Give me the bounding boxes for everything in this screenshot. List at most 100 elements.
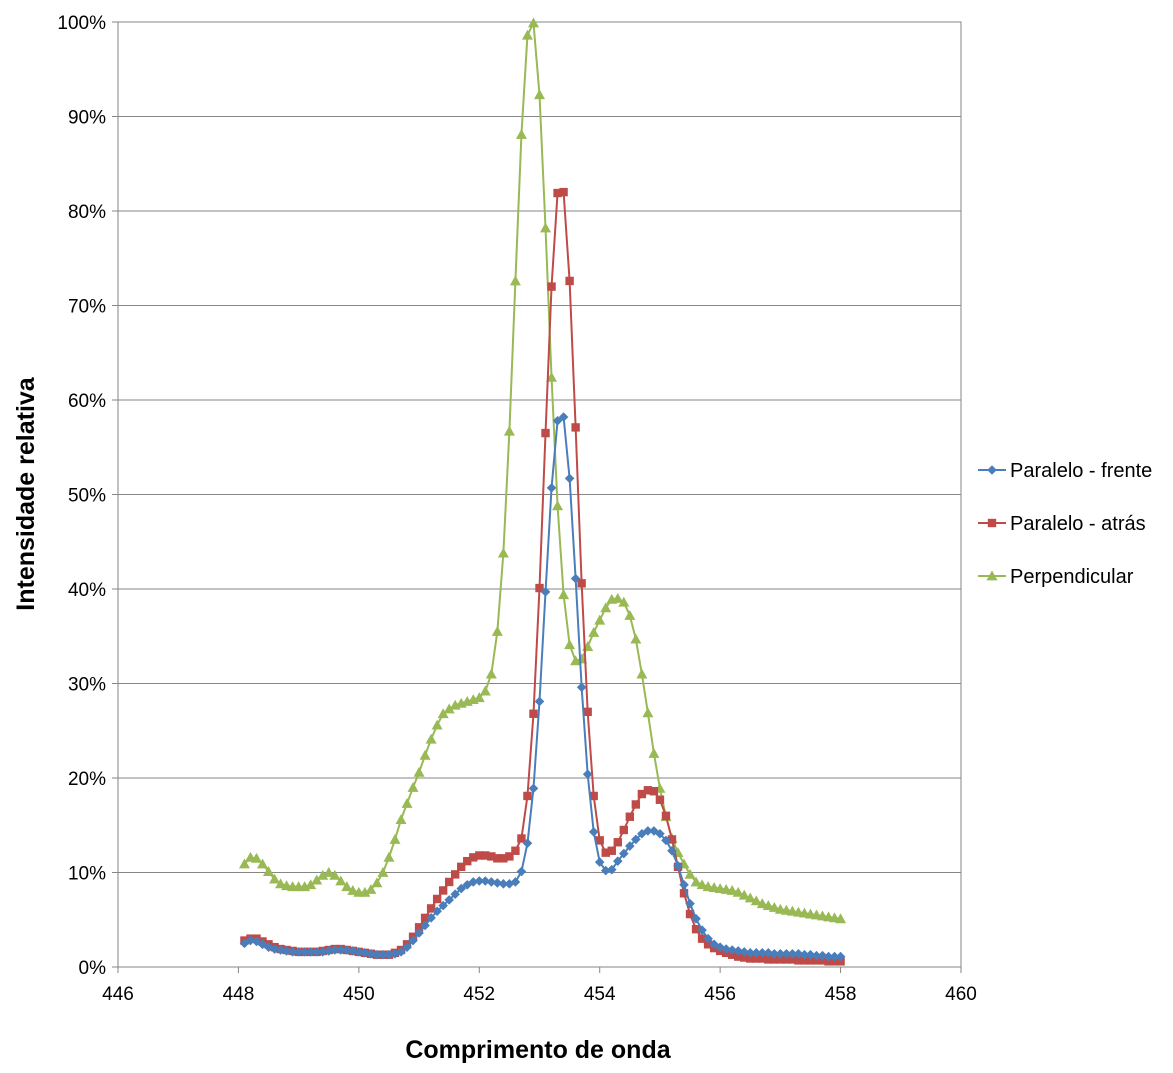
data-point: [685, 898, 695, 909]
data-point: [534, 696, 545, 707]
data-point: [317, 947, 328, 957]
data-point: [636, 668, 648, 679]
data-point: [395, 814, 407, 824]
data-point: [594, 614, 606, 625]
data-point: [342, 945, 352, 955]
data-point: [565, 276, 574, 286]
data-point: [738, 889, 750, 900]
y-tick-label: 60%: [68, 391, 106, 412]
data-point: [697, 925, 707, 935]
data-point: [606, 864, 617, 875]
legend-item: Paralelo - frente: [978, 460, 1152, 482]
data-point: [758, 954, 767, 963]
data-point: [601, 848, 610, 857]
data-point: [564, 473, 575, 484]
data-point: [643, 786, 653, 795]
data-point: [486, 877, 497, 887]
data-point: [498, 879, 509, 889]
data-point: [764, 955, 773, 964]
data-point: [612, 592, 624, 603]
data-point: [679, 889, 689, 898]
data-point: [625, 841, 635, 851]
data-point: [726, 884, 738, 895]
data-point: [523, 791, 532, 801]
data-point: [329, 869, 341, 880]
data-point: [559, 187, 568, 197]
data-point: [756, 898, 768, 909]
y-axis-title: Intensidade relativa: [12, 376, 40, 611]
data-point: [624, 609, 636, 620]
data-point: [781, 948, 792, 959]
series-group: [238, 17, 847, 966]
data-point: [481, 851, 490, 860]
data-point: [691, 914, 701, 924]
x-tick-label: 448: [223, 984, 255, 1005]
data-point: [762, 900, 774, 910]
data-point: [414, 928, 424, 938]
data-point: [383, 851, 395, 862]
data-point: [661, 811, 671, 820]
data-point: [703, 933, 713, 944]
legend-item: Perpendicular: [978, 566, 1134, 588]
data-point: [457, 862, 466, 872]
data-point: [323, 946, 334, 956]
data-point: [768, 901, 780, 912]
data-point: [516, 866, 527, 877]
data-point: [305, 879, 317, 890]
data-point: [269, 944, 280, 954]
y-tick-label: 50%: [68, 486, 106, 507]
data-point: [402, 942, 412, 952]
data-point: [588, 626, 600, 637]
data-point: [503, 425, 515, 436]
data-point: [396, 947, 406, 957]
data-point: [335, 945, 346, 955]
data-point: [588, 827, 599, 837]
data-point: [432, 906, 442, 917]
data-point: [752, 954, 761, 963]
data-point: [479, 685, 491, 696]
data-point: [491, 626, 503, 636]
data-point: [782, 955, 791, 964]
series-1: [239, 412, 846, 962]
data-point: [631, 834, 641, 845]
data-point: [612, 856, 623, 866]
data-point: [517, 834, 526, 843]
data-point: [504, 879, 515, 889]
data-point: [377, 867, 389, 877]
data-point: [487, 852, 496, 861]
data-point: [293, 947, 304, 957]
legend-label: Perpendicular: [1010, 566, 1134, 588]
data-point: [473, 692, 485, 703]
data-point: [450, 889, 460, 900]
data-point: [776, 955, 785, 964]
x-tick-label: 446: [102, 984, 134, 1005]
data-point: [499, 854, 508, 863]
data-point: [642, 707, 654, 718]
data-point: [239, 938, 250, 949]
data-point: [690, 876, 702, 887]
data-point: [359, 886, 371, 897]
data-point: [365, 884, 377, 894]
x-tick-label: 454: [584, 984, 616, 1005]
data-point: [341, 881, 353, 892]
data-point: [505, 852, 514, 861]
data-point: [354, 947, 364, 957]
data-point: [667, 845, 677, 856]
data-point: [746, 954, 755, 963]
data-point: [648, 747, 660, 758]
data-point: [281, 946, 292, 956]
data-point: [637, 789, 647, 799]
data-point: [311, 874, 323, 885]
data-point: [775, 948, 786, 959]
data-point: [438, 900, 448, 911]
data-point: [546, 483, 557, 493]
data-point: [401, 798, 413, 808]
x-tick-label: 456: [704, 984, 736, 1005]
data-point: [420, 920, 430, 931]
data-point: [546, 371, 558, 382]
data-point: [618, 596, 630, 607]
data-point: [763, 948, 774, 958]
data-point: [757, 948, 768, 958]
series-3: [238, 17, 847, 924]
legend-marker: [987, 465, 997, 475]
